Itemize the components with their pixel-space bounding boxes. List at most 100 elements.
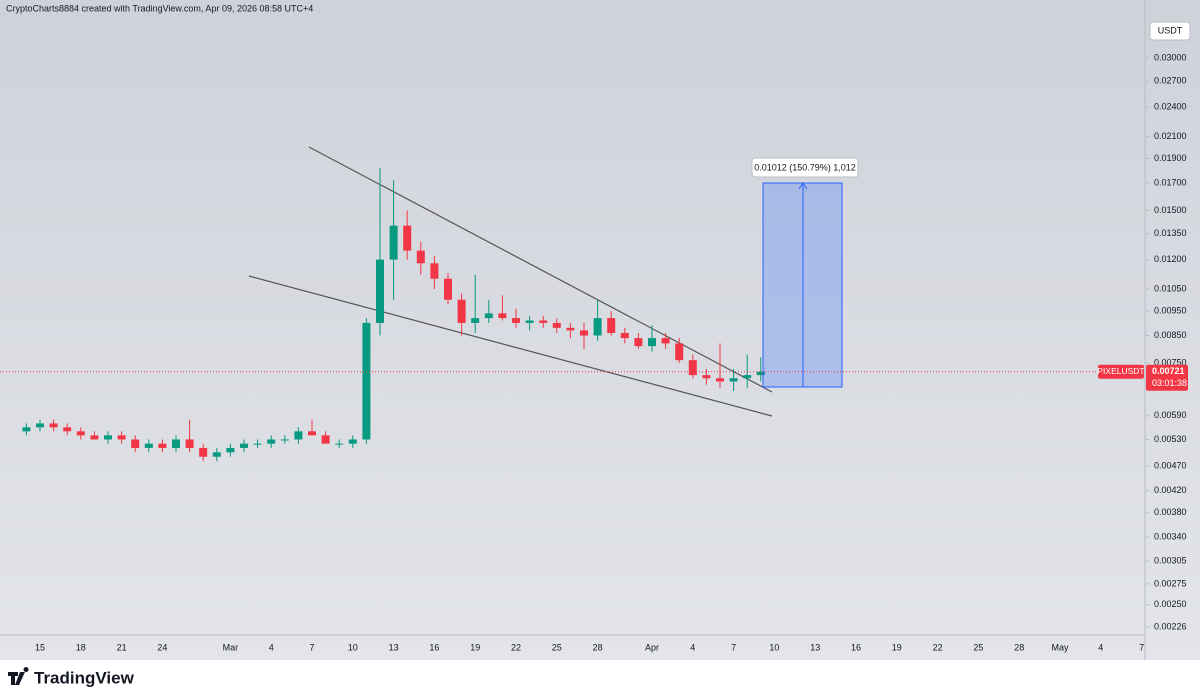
y-tick-label: 0.00380: [1154, 507, 1187, 517]
x-tick-label: 13: [389, 642, 399, 652]
y-tick-label: 0.00590: [1154, 410, 1187, 420]
candle-body: [729, 378, 738, 382]
candle-body: [457, 299, 466, 323]
attribution: CryptoCharts8884 created with TradingVie…: [6, 3, 313, 13]
y-tick-label: 0.01200: [1154, 254, 1187, 264]
currency: USDT: [1158, 25, 1183, 35]
candle-body: [675, 343, 684, 361]
candle-body: [444, 278, 452, 300]
candle-body: [212, 452, 221, 457]
y-tick-label: 0.01350: [1154, 228, 1187, 238]
y-tick-label: 0.01050: [1154, 283, 1187, 293]
y-tick-label: 0.00226: [1154, 621, 1187, 631]
y-tick-label: 0.00275: [1154, 578, 1187, 588]
candle-body: [294, 431, 303, 440]
x-tick-label: May: [1051, 642, 1069, 652]
candle-body: [144, 443, 153, 448]
logo-text: TradingView: [34, 668, 135, 687]
candle-body: [716, 378, 724, 382]
symbol-label: PIXELUSDT: [1097, 366, 1144, 376]
countdown: 03:01:38: [1152, 378, 1187, 388]
candle-body: [226, 447, 235, 453]
x-tick-label: 28: [1014, 642, 1024, 652]
candle-body: [90, 435, 99, 440]
candle-body: [131, 439, 140, 448]
candle-body: [280, 439, 289, 441]
candle-body: [403, 225, 412, 251]
candle-body: [580, 330, 588, 336]
candle-body: [36, 423, 44, 428]
candle-body: [348, 439, 357, 444]
y-tick-label: 0.00950: [1154, 305, 1187, 315]
candle-body: [104, 435, 112, 440]
candle-body: [607, 318, 616, 333]
x-tick-label: 10: [348, 642, 358, 652]
candle-body: [688, 360, 697, 376]
candle-body: [389, 225, 398, 260]
candle-body: [308, 431, 316, 436]
candle-body: [172, 439, 180, 448]
candle-body: [76, 431, 85, 436]
y-tick-label: 0.02700: [1154, 76, 1187, 86]
y-tick-label: 0.01900: [1154, 153, 1187, 163]
candle-body: [471, 318, 480, 323]
candle-body: [593, 318, 602, 336]
candle-body: [539, 320, 548, 323]
x-tick-label: 7: [1139, 642, 1144, 652]
candle-body: [416, 250, 425, 264]
upper-trendline: [308, 146, 773, 393]
price-label-box: [1146, 364, 1188, 391]
x-tick-label: Mar: [223, 642, 239, 652]
candle-body: [620, 332, 629, 339]
x-tick-label: 13: [810, 642, 820, 652]
candle-body: [185, 439, 194, 448]
measure-label-box: [751, 157, 859, 178]
x-tick-label: 7: [731, 642, 736, 652]
y-tick-label: 0.02400: [1154, 101, 1187, 111]
x-tick-label: 25: [973, 642, 983, 652]
y-tick-label: 0.03000: [1154, 52, 1187, 62]
y-tick-label: 0.00470: [1154, 460, 1187, 470]
x-tick-label: 16: [851, 642, 861, 652]
y-tick-label: 0.00305: [1154, 555, 1187, 565]
x-tick-label: 19: [892, 642, 902, 652]
logo-mark: [8, 667, 29, 685]
lower-trendline: [248, 275, 773, 417]
x-tick-label: 4: [1098, 642, 1103, 652]
candle-body: [498, 313, 507, 319]
y-tick-label: 0.01700: [1154, 177, 1187, 187]
y-tick-label: 0.02100: [1154, 131, 1187, 141]
x-tick-label: 21: [117, 642, 127, 652]
x-tick-label: 28: [593, 642, 603, 652]
x-tick-label: 22: [511, 642, 521, 652]
candle-body: [743, 375, 752, 379]
x-tick-label: 16: [429, 642, 439, 652]
x-tick-label: Apr: [645, 642, 659, 652]
candle-body: [702, 375, 711, 379]
candle-body: [362, 322, 371, 440]
candle-body: [117, 435, 126, 440]
candle-body: [648, 338, 656, 347]
x-tick-label: 24: [157, 642, 167, 652]
price-label: 0.00721: [1152, 366, 1185, 376]
candle-body: [376, 259, 384, 323]
x-tick-label: 4: [269, 642, 274, 652]
x-tick-label: 22: [933, 642, 943, 652]
y-tick-label: 0.00750: [1154, 357, 1187, 367]
candle-body: [22, 427, 31, 432]
x-tick-label: 15: [35, 642, 45, 652]
candle-body: [267, 439, 276, 444]
x-tick-label: 25: [552, 642, 562, 652]
measure-label: 0.01012 (150.79%) 1,012: [754, 162, 856, 172]
candle-body: [63, 427, 72, 432]
candle-body: [430, 263, 439, 279]
candle-body: [525, 320, 534, 323]
candle-body: [199, 447, 208, 457]
currency-box[interactable]: [1149, 21, 1191, 41]
candle-body: [512, 318, 520, 323]
candle-body: [552, 322, 561, 328]
candle-body: [634, 338, 643, 347]
candle-body: [49, 423, 58, 428]
x-tick-label: 7: [309, 642, 314, 652]
